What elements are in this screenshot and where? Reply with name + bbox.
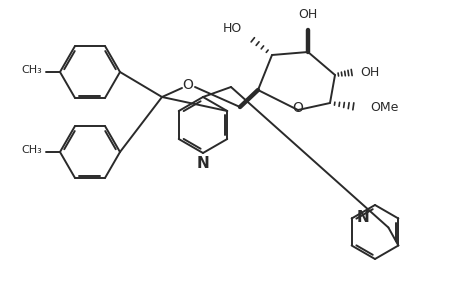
Text: OH: OH <box>298 8 317 21</box>
Text: HO: HO <box>222 22 241 34</box>
Text: OH: OH <box>359 65 378 79</box>
Text: CH₃: CH₃ <box>21 65 42 75</box>
Text: N: N <box>356 210 369 225</box>
Text: O: O <box>292 101 303 115</box>
Text: N: N <box>196 156 209 171</box>
Text: CH₃: CH₃ <box>21 145 42 155</box>
Text: OMe: OMe <box>369 100 397 113</box>
Text: O: O <box>182 78 193 92</box>
